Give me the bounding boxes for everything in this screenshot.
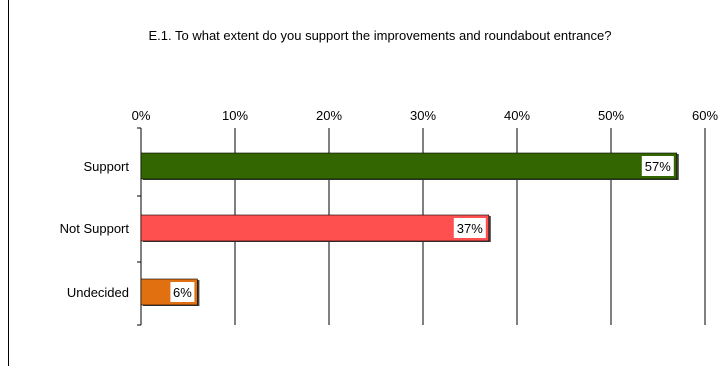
data-label: 37% xyxy=(457,221,483,236)
bars xyxy=(140,152,679,306)
category-label: Undecided xyxy=(67,285,129,300)
x-tick-label: 40% xyxy=(504,108,530,123)
data-label: 6% xyxy=(173,285,192,300)
category-labels: Support Not Support Undecided xyxy=(60,159,130,300)
x-tick-label: 30% xyxy=(410,108,436,123)
x-axis-ticks: 0% 10% 20% 30% 40% 50% 60% xyxy=(132,108,719,123)
data-label: 57% xyxy=(645,159,671,174)
bar-support xyxy=(140,152,678,180)
data-label-box xyxy=(641,156,674,176)
x-tick-label: 0% xyxy=(132,108,151,123)
chart-title: E.1. To what extent do you support the i… xyxy=(148,28,611,43)
x-tick-label: 50% xyxy=(598,108,624,123)
x-tick-label: 60% xyxy=(692,108,718,123)
x-tick-label: 10% xyxy=(222,108,248,123)
data-labels: 57% 37% 6% xyxy=(170,156,674,302)
x-tick-label: 20% xyxy=(316,108,342,123)
bar-not-support xyxy=(140,214,490,242)
data-label-box xyxy=(453,218,486,238)
category-label: Support xyxy=(83,159,129,174)
data-label-box xyxy=(170,282,195,302)
category-label: Not Support xyxy=(60,221,130,236)
